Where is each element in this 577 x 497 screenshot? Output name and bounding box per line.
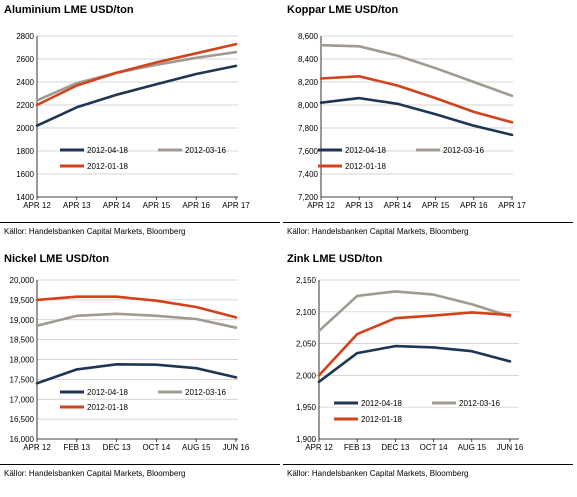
chart-title: Aluminium LME USD/ton [4,4,134,16]
series-line-2012-03-16 [317,290,512,333]
chart-title: Nickel LME USD/ton [4,253,110,265]
chart-panel-nickel: Nickel LME USD/ton 16,000 16,500 17,000 17,… [0,249,288,497]
x-tick-label: APR 15 [143,201,171,210]
y-tick-label: 2000 [16,124,34,133]
legend-label: 2012-01-18 [87,162,128,171]
chart-panel-koppar: Koppar LME USD/ton 7,200 7,400 7,600 7,800 8… [283,0,573,248]
x-tick-label: APR 17 [222,201,250,210]
legend-label: 2012-03-16 [443,146,484,155]
x-tick-label: JUN 16 [497,443,524,452]
series-line-2012-04-18 [35,363,238,385]
x-tick-label: APR 13 [63,201,91,210]
x-tick-label: APR 16 [182,201,210,210]
chart-title: Koppar LME USD/ton [287,4,399,16]
x-tick-label: DEC 13 [103,443,132,452]
x-tick-label: APR 15 [422,201,450,210]
y-tick-label: 16,500 [10,415,35,424]
series-line-2012-04-18 [317,344,512,384]
chart-panel-aluminium: Aluminium LME USD/ton 1400 1600 1800 2000 22… [0,0,288,248]
divider [0,464,280,465]
y-tick-label: 8,000 [298,101,319,110]
y-tick-label: 8,400 [298,55,319,64]
x-tick-label: AUG 15 [458,443,487,452]
x-tick-label: FEB 13 [344,443,371,452]
legend-label: 2012-03-16 [185,388,226,397]
y-tick-label: 7,600 [298,147,319,156]
x-tick-label: APR 16 [460,201,488,210]
x-tick-label: APR 13 [345,201,373,210]
chart-plot: 1,900 1,950 2,000 2,050 2,100 2,150 APR 12 FEB … [296,276,524,452]
legend-label: 2012-04-18 [87,388,128,397]
y-tick-label: 1600 [16,170,34,179]
legend-label: 2012-04-18 [345,146,386,155]
y-tick-label: 2400 [16,78,34,87]
y-tick-label: 17,000 [10,395,35,404]
chart-title: Zink LME USD/ton [287,253,383,265]
divider [0,222,280,223]
y-tick-label: 7,200 [298,193,319,202]
chart-source: Källor: Handelsbanken Capital Markets, B… [4,227,186,236]
y-tick-label: 8,600 [298,32,319,41]
y-tick-label: 20,000 [10,276,35,285]
x-tick-label: JUN 16 [223,443,250,452]
divider [283,464,573,465]
legend-label: 2012-01-18 [87,403,128,412]
chart-panel-zink: Zink LME USD/ton 1,900 1,950 2,000 2,050 2,1… [283,249,573,497]
x-tick-label: APR 12 [23,443,51,452]
y-tick-label: 7,400 [298,170,319,179]
legend-label: 2012-04-18 [361,399,402,408]
y-tick-label: 1,900 [296,435,317,444]
x-tick-label: APR 12 [305,443,333,452]
series-line-2012-04-18 [319,96,514,137]
series-line-2012-04-18 [35,64,238,127]
x-tick-label: AUG 15 [182,443,211,452]
x-tick-label: OCT 14 [420,443,448,452]
x-tick-label: APR 14 [103,201,131,210]
y-tick-label: 1800 [16,147,34,156]
y-tick-label: 7,800 [298,124,319,133]
y-tick-label: 2,050 [296,340,317,349]
y-tick-label: 1400 [16,193,34,202]
series-line-2012-01-18 [35,42,238,107]
x-tick-label: APR 14 [384,201,412,210]
y-tick-label: 18,500 [10,336,35,345]
chart-plot: 16,000 16,500 17,000 17,500 18,000 18,500 19,0… [10,276,250,452]
y-tick-label: 2200 [16,101,34,110]
x-tick-label: FEB 13 [63,443,90,452]
y-tick-label: 2800 [16,32,34,41]
y-tick-label: 1,950 [296,403,317,412]
chart-source: Källor: Handelsbanken Capital Markets, B… [287,469,469,478]
y-tick-label: 8,200 [298,78,319,87]
x-tick-label: DEC 13 [381,443,410,452]
x-tick-label: APR 12 [307,201,335,210]
chart-source: Källor: Handelsbanken Capital Markets, B… [287,227,469,236]
x-tick-label: APR 17 [498,201,526,210]
y-tick-label: 2600 [16,55,34,64]
chart-plot: 1400 1600 1800 2000 2200 2400 2600 2800 APR 12 AP… [16,32,250,210]
chart-plot: 7,200 7,400 7,600 7,800 8,000 8,200 8,400 8,600… [298,32,526,210]
legend-label: 2012-03-16 [459,399,500,408]
y-tick-label: 2,150 [296,276,317,285]
y-tick-label: 19,000 [10,316,35,325]
divider [283,222,573,223]
x-tick-label: OCT 14 [142,443,170,452]
series-line-2012-01-18 [319,75,514,124]
y-tick-label: 2,100 [296,308,317,317]
chart-source: Källor: Handelsbanken Capital Markets, B… [4,469,186,478]
x-tick-label: APR 12 [23,201,51,210]
legend-label: 2012-04-18 [87,146,128,155]
series-line-2012-03-16 [319,43,514,98]
series-line-2012-01-18 [317,311,512,377]
series-line-2012-01-18 [35,295,238,319]
y-tick-label: 16,000 [10,435,35,444]
legend-label: 2012-03-16 [185,146,226,155]
series-line-2012-03-16 [35,312,238,329]
legend-label: 2012-01-18 [345,162,386,171]
y-tick-label: 2,000 [296,371,317,380]
y-tick-label: 19,500 [10,296,35,305]
y-tick-label: 17,500 [10,375,35,384]
legend-label: 2012-01-18 [361,415,402,424]
y-tick-label: 18,000 [10,356,35,365]
